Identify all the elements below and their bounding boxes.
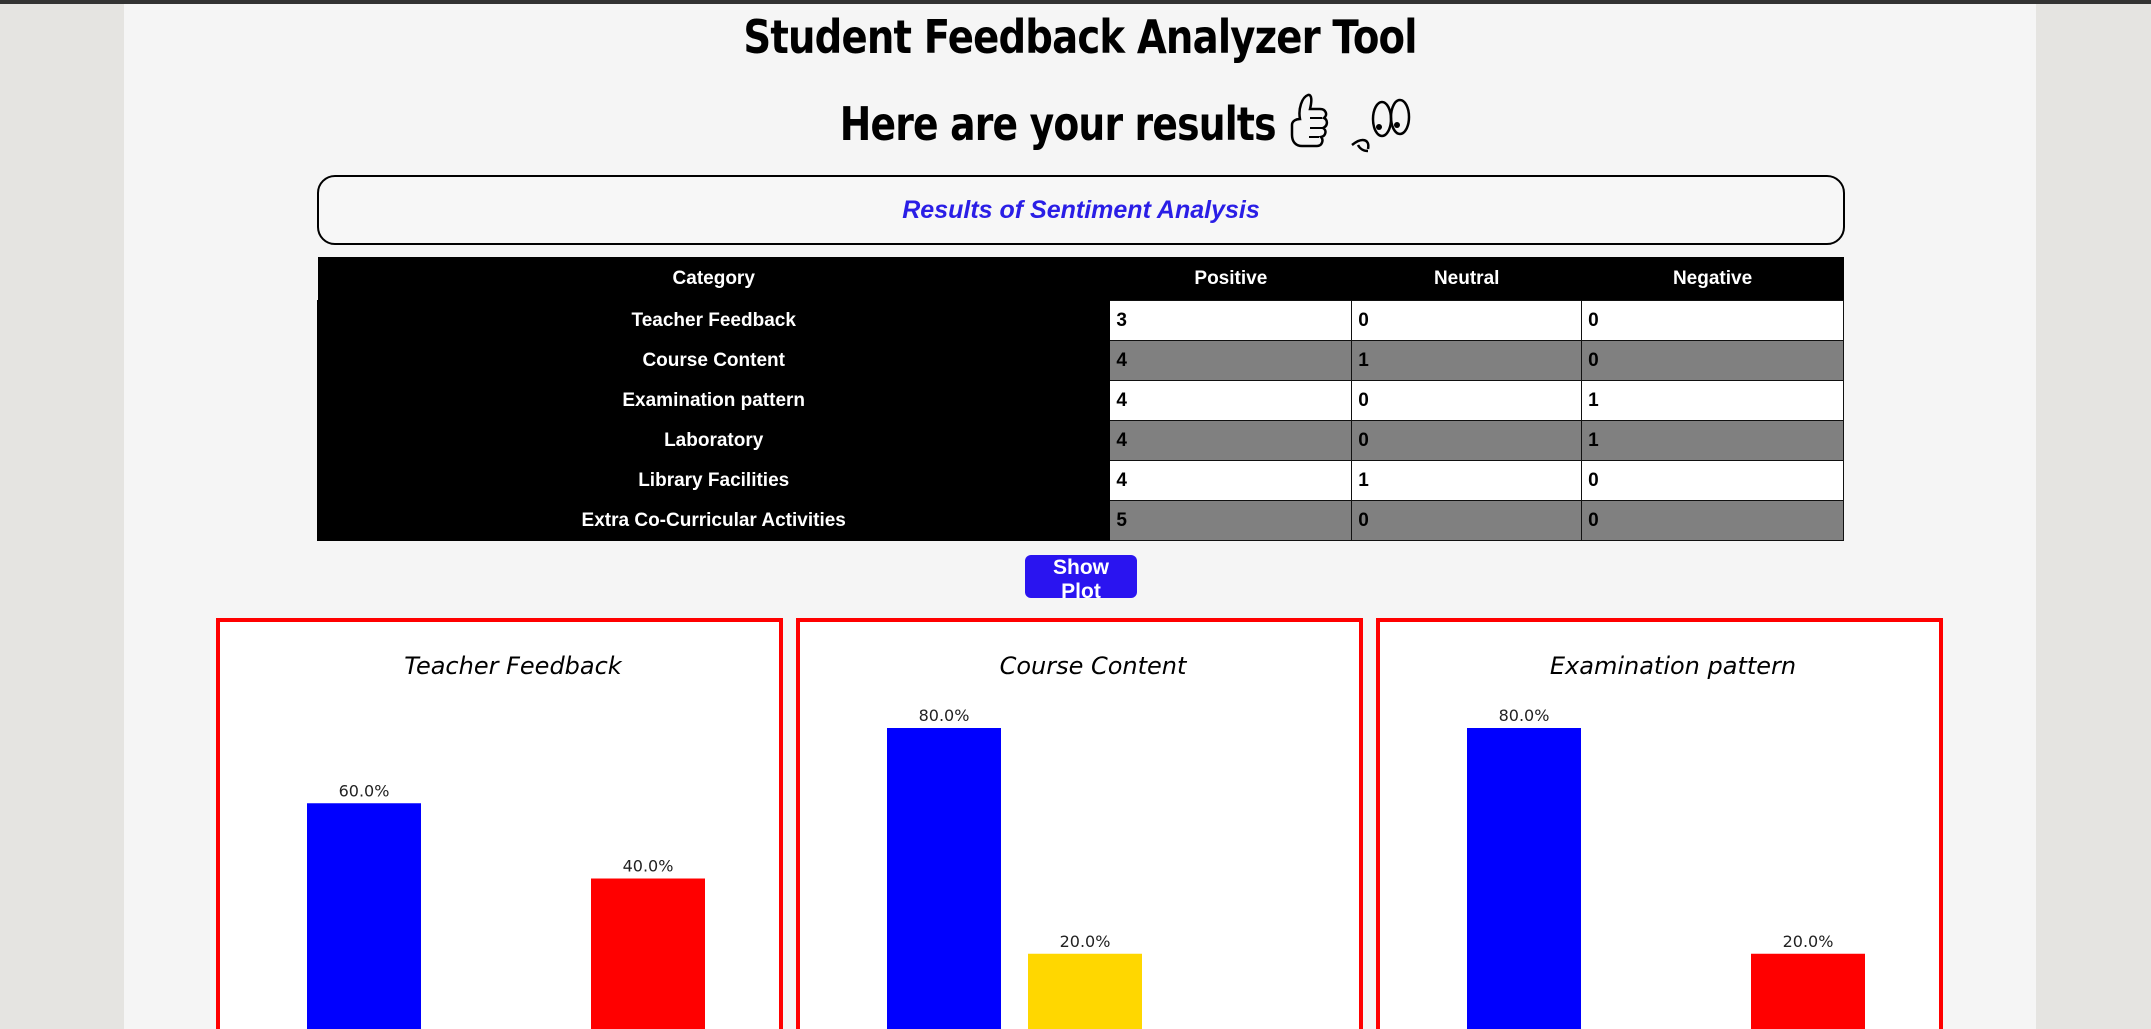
- column-header-neutral: Neutral: [1351, 257, 1582, 301]
- teacher-feedback-chart: Teacher Feedback 60.0% 40.0%: [307, 652, 705, 1029]
- negative-cell: 0: [1581, 340, 1844, 381]
- table-row: Laboratory 4 0 1: [316, 420, 1844, 461]
- plot-card-examination-pattern: Examination pattern 80.0% 20.0%: [1376, 618, 1943, 1029]
- neutral-bar-label: 20.0%: [1060, 932, 1111, 951]
- show-plot-button[interactable]: Show Plot: [1025, 555, 1137, 603]
- neutral-cell: 0: [1351, 300, 1583, 341]
- subtitle-row: Here are your results: [124, 84, 2036, 164]
- category-cell: Course Content: [316, 340, 1111, 381]
- negative-cell: 0: [1581, 460, 1844, 501]
- positive-bar-label: 60.0%: [339, 781, 390, 800]
- peeking-eyes-icon: [1351, 98, 1411, 153]
- neutral-cell: 0: [1351, 380, 1583, 421]
- thumbs-up-icon: [1290, 93, 1328, 148]
- negative-cell: 0: [1581, 300, 1844, 341]
- positive-cell: 4: [1109, 380, 1353, 421]
- category-cell: Laboratory: [316, 420, 1111, 461]
- page-title: Student Feedback Analyzer Tool: [743, 10, 1417, 64]
- table-header-row: Category Positive Neutral Negative: [317, 257, 1844, 301]
- negative-bar: [1751, 953, 1865, 1029]
- positive-bar: [307, 803, 421, 1029]
- table-row: Examination pattern 4 0 1: [316, 380, 1844, 421]
- plot-card-teacher-feedback: Teacher Feedback 60.0% 40.0%: [216, 618, 783, 1029]
- course-content-chart-title: Course Content: [1000, 652, 1188, 680]
- positive-bar: [1467, 728, 1581, 1029]
- results-panel: Results of Sentiment Analysis: [317, 175, 1845, 245]
- table-row: Extra Co-Curricular Activities 5 0 0: [316, 500, 1844, 541]
- neutral-cell: 1: [1351, 460, 1583, 501]
- positive-cell: 5: [1109, 500, 1353, 541]
- negative-cell: 1: [1581, 420, 1844, 461]
- examination-pattern-chart-title: Examination pattern: [1550, 652, 1796, 680]
- table-row: Course Content 4 1 0: [316, 340, 1844, 381]
- plot-card-course-content: Course Content 80.0% 20.0%: [796, 618, 1363, 1029]
- neutral-cell: 0: [1351, 420, 1583, 461]
- results-title: Results of Sentiment Analysis: [902, 195, 1260, 224]
- negative-cell: 0: [1581, 500, 1844, 541]
- category-cell: Library Facilities: [316, 460, 1111, 501]
- positive-cell: 4: [1109, 340, 1353, 381]
- negative-cell: 1: [1581, 380, 1844, 421]
- positive-bar-label: 80.0%: [919, 706, 970, 725]
- teacher-feedback-chart-title: Teacher Feedback: [404, 652, 623, 680]
- column-header-category: Category: [317, 257, 1110, 301]
- results-subtitle: Here are your results: [839, 97, 1277, 151]
- examination-pattern-chart: Examination pattern 80.0% 20.0%: [1467, 652, 1865, 1029]
- column-header-negative: Negative: [1581, 257, 1844, 301]
- category-cell: Extra Co-Curricular Activities: [316, 500, 1111, 541]
- negative-bar-label: 20.0%: [1783, 932, 1834, 951]
- course-content-chart: Course Content 80.0% 20.0%: [887, 652, 1188, 1029]
- positive-cell: 4: [1109, 420, 1353, 461]
- table-row: Library Facilities 4 1 0: [316, 460, 1844, 501]
- negative-bar: [591, 878, 705, 1029]
- negative-bar-label: 40.0%: [623, 857, 674, 876]
- positive-cell: 4: [1109, 460, 1353, 501]
- category-cell: Examination pattern: [316, 380, 1111, 421]
- table-row: Teacher Feedback 3 0 0: [316, 300, 1844, 341]
- neutral-bar: [1028, 953, 1142, 1029]
- positive-cell: 3: [1109, 300, 1353, 341]
- neutral-cell: 0: [1351, 500, 1583, 541]
- positive-bar: [887, 728, 1001, 1029]
- positive-bar-label: 80.0%: [1499, 706, 1550, 725]
- page-container: Student Feedback Analyzer Tool Here are …: [124, 4, 2036, 1029]
- sentiment-table: Category Positive Neutral Negative Teach…: [316, 257, 1844, 541]
- category-cell: Teacher Feedback: [316, 300, 1111, 341]
- neutral-cell: 1: [1351, 340, 1583, 381]
- emoji-group: [1282, 89, 1416, 159]
- column-header-positive: Positive: [1109, 257, 1352, 301]
- window-top-border: [0, 0, 2151, 4]
